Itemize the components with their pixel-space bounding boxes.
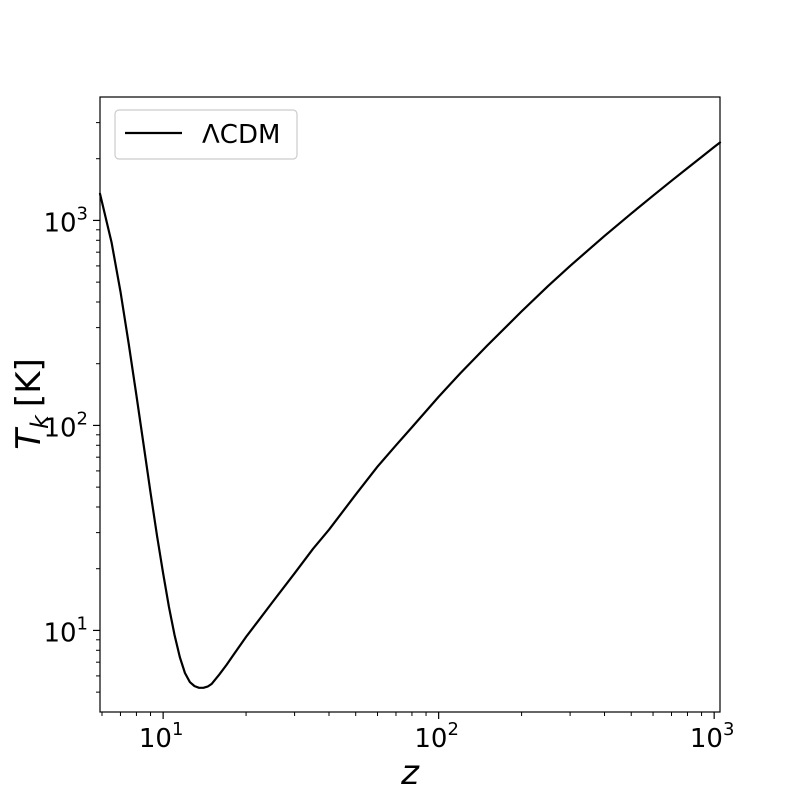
series-line-lcdm xyxy=(98,141,722,689)
x-axis-label: z xyxy=(400,753,420,793)
y-axis-label-subscript: k xyxy=(26,414,54,429)
legend-label-lcdm: ΛCDM xyxy=(202,120,280,150)
major-ticks xyxy=(93,219,715,719)
x-tick-label-0: 101 xyxy=(139,719,184,754)
legend-box xyxy=(114,109,298,160)
y-tick-label-0: 101 xyxy=(43,613,88,648)
legend: ΛCDM xyxy=(114,109,298,160)
minor-ticks xyxy=(96,122,703,716)
y-axis-label: Tk [K] xyxy=(9,358,54,450)
y-axis-label-main: T xyxy=(9,427,49,450)
y-tick-label-1: 102 xyxy=(43,408,88,443)
y-tick-labels: 101 102 103 xyxy=(43,203,88,648)
x-tick-label-2: 103 xyxy=(690,719,735,754)
y-tick-label-2: 103 xyxy=(43,203,88,238)
x-tick-label-1: 102 xyxy=(414,719,459,754)
plot-frame xyxy=(99,96,721,713)
x-tick-labels: 101 102 103 xyxy=(139,719,735,754)
y-axis-label-unit: [K] xyxy=(9,358,49,407)
